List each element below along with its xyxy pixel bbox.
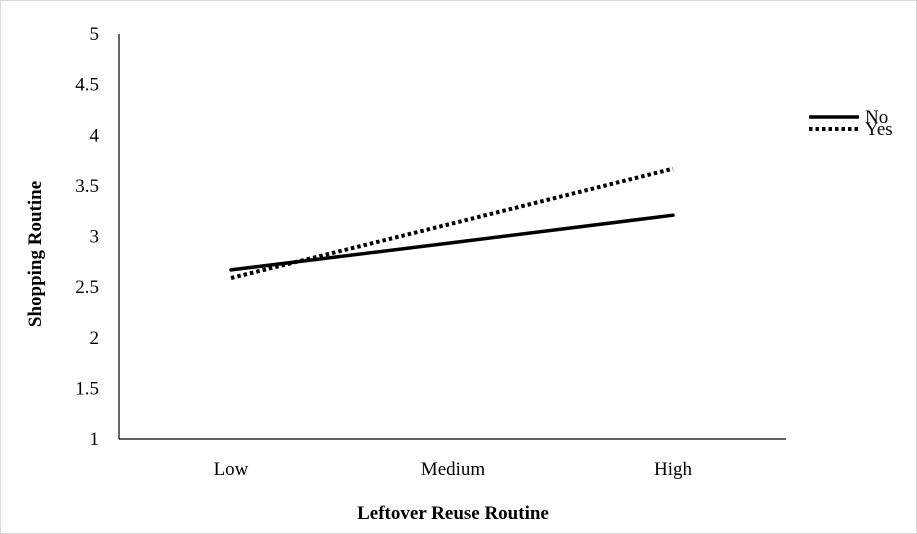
- y-tick-label: 4: [90, 125, 100, 146]
- y-tick-label: 2.5: [75, 277, 99, 298]
- y-tick-labels: 1 1.5 2 2.5 3 3.5 4 4.5 5: [75, 24, 99, 450]
- legend-label-no: No: [865, 107, 888, 128]
- x-tick-label: Medium: [421, 459, 486, 480]
- series-layer: [229, 166, 675, 280]
- series-line-no: [229, 213, 675, 272]
- axes: [118, 34, 786, 440]
- x-axis-title: Leftover Reuse Routine: [357, 503, 549, 524]
- y-axis-title: Shopping Routine: [25, 181, 46, 327]
- series-line-yes: [230, 166, 674, 280]
- y-tick-label: 1.5: [75, 378, 99, 399]
- y-tick-label: 1: [90, 429, 100, 450]
- legend-label-yes: Yes: [865, 119, 893, 140]
- x-tick-label: High: [654, 459, 693, 480]
- y-tick-label: 3: [90, 227, 100, 248]
- y-tick-label: 5: [90, 24, 100, 45]
- y-tick-label: 2: [90, 328, 100, 349]
- y-tick-label: 3.5: [75, 176, 99, 197]
- x-tick-labels: Low Medium High: [214, 459, 693, 480]
- y-tick-label: 4.5: [75, 75, 99, 96]
- x-tick-label: Low: [214, 459, 249, 480]
